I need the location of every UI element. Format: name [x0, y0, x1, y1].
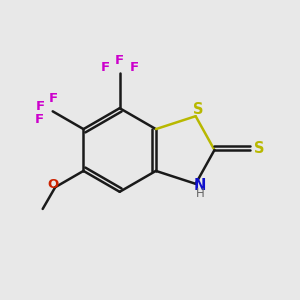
Text: S: S [254, 141, 265, 156]
Text: N: N [194, 178, 206, 193]
Text: F: F [36, 100, 45, 113]
Text: S: S [193, 102, 203, 117]
Text: F: F [115, 54, 124, 67]
Text: F: F [101, 61, 110, 74]
Text: H: H [196, 187, 204, 200]
Text: F: F [49, 92, 58, 105]
Text: F: F [35, 113, 44, 126]
Text: F: F [130, 61, 139, 74]
Text: O: O [47, 178, 58, 191]
